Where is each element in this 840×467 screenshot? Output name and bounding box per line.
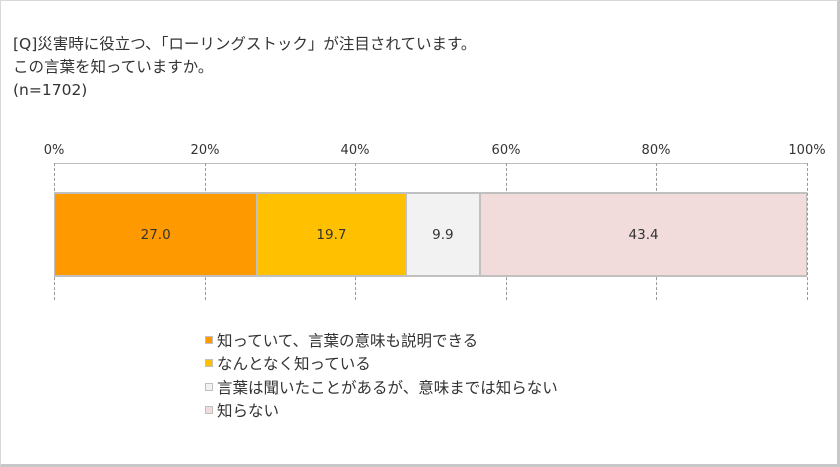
segment-value: 19.7 [316,226,347,243]
legend-item: 言葉は聞いたことがあるが、意味までは知らない [205,375,558,399]
legend-swatch-icon [205,335,213,344]
chart-title: [Q]災害時に役立つ、「ローリングストック」が注目されています。 この言葉を知って… [13,33,476,102]
tick-label-100: 100% [788,143,826,158]
tick-label-60: 60% [491,143,521,158]
tick-label-20: 20% [190,143,220,158]
stacked-bar: 27.0 19.7 9.9 43.4 [54,192,807,277]
legend-item: 知らない [205,399,558,423]
segment-value: 27.0 [140,226,171,243]
legend-label: 知らない [217,402,280,421]
legend-swatch-icon [205,359,213,368]
tick-label-80: 80% [641,143,671,158]
legend-label: 知っていて、言葉の意味も説明できる [217,331,479,350]
axis-line [54,163,807,164]
bar-segment-somewhat: 19.7 [257,192,406,277]
gridline-100 [807,163,808,300]
legend-swatch-icon [205,406,213,415]
tick-label-0: 0% [43,143,65,158]
bar-segment-explain: 27.0 [54,192,258,277]
segment-value: 43.4 [628,226,659,243]
legend-item: なんとなく知っている [205,352,558,376]
legend-swatch-icon [205,382,213,391]
legend-item: 知っていて、言葉の意味も説明できる [205,328,558,352]
title-line-2: この言葉を知っていますか。 [13,58,214,76]
segment-value: 9.9 [432,226,454,243]
tick-label-40: 40% [340,143,370,158]
title-line-1: [Q]災害時に役立つ、「ローリングストック」が注目されています。 [13,35,477,53]
legend-label: なんとなく知っている [217,355,371,374]
sample-size: (n=1702) [13,81,88,99]
bar-segment-heard: 9.9 [405,192,481,277]
bar-segment-unknown: 43.4 [480,192,807,277]
legend-label: 言葉は聞いたことがあるが、意味までは知らない [217,378,558,397]
legend: 知っていて、言葉の意味も説明できる なんとなく知っている 言葉は聞いたことがある… [205,328,558,422]
